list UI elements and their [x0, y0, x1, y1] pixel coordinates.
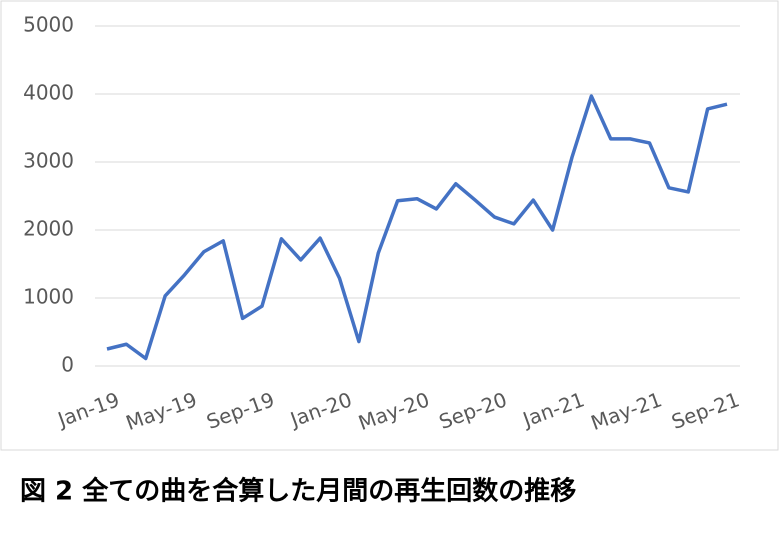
y-tick-label: 1000 [23, 285, 74, 309]
y-tick-label: 0 [61, 353, 74, 377]
x-tick-label: Sep-20 [436, 387, 510, 434]
y-tick-label: 4000 [23, 81, 74, 105]
y-tick-label: 2000 [23, 217, 74, 241]
data-line [106, 94, 728, 361]
x-tick-label: Jan-21 [518, 387, 588, 432]
y-tick-label: 3000 [23, 149, 74, 173]
chart-frame [0, 0, 779, 451]
x-tick-label: Jan-20 [285, 387, 355, 432]
x-tick-label: May-20 [355, 387, 432, 435]
x-tick-label: Sep-19 [203, 387, 277, 434]
y-tick-label: 5000 [23, 13, 74, 37]
x-tick-label: Jan-19 [53, 387, 123, 432]
x-tick-label: May-21 [588, 387, 665, 435]
chart-caption: 図 2 全ての曲を合算した月間の再生回数の推移 [20, 476, 576, 507]
x-tick-label: May-19 [123, 387, 200, 435]
x-tick-label: Sep-21 [668, 387, 742, 434]
